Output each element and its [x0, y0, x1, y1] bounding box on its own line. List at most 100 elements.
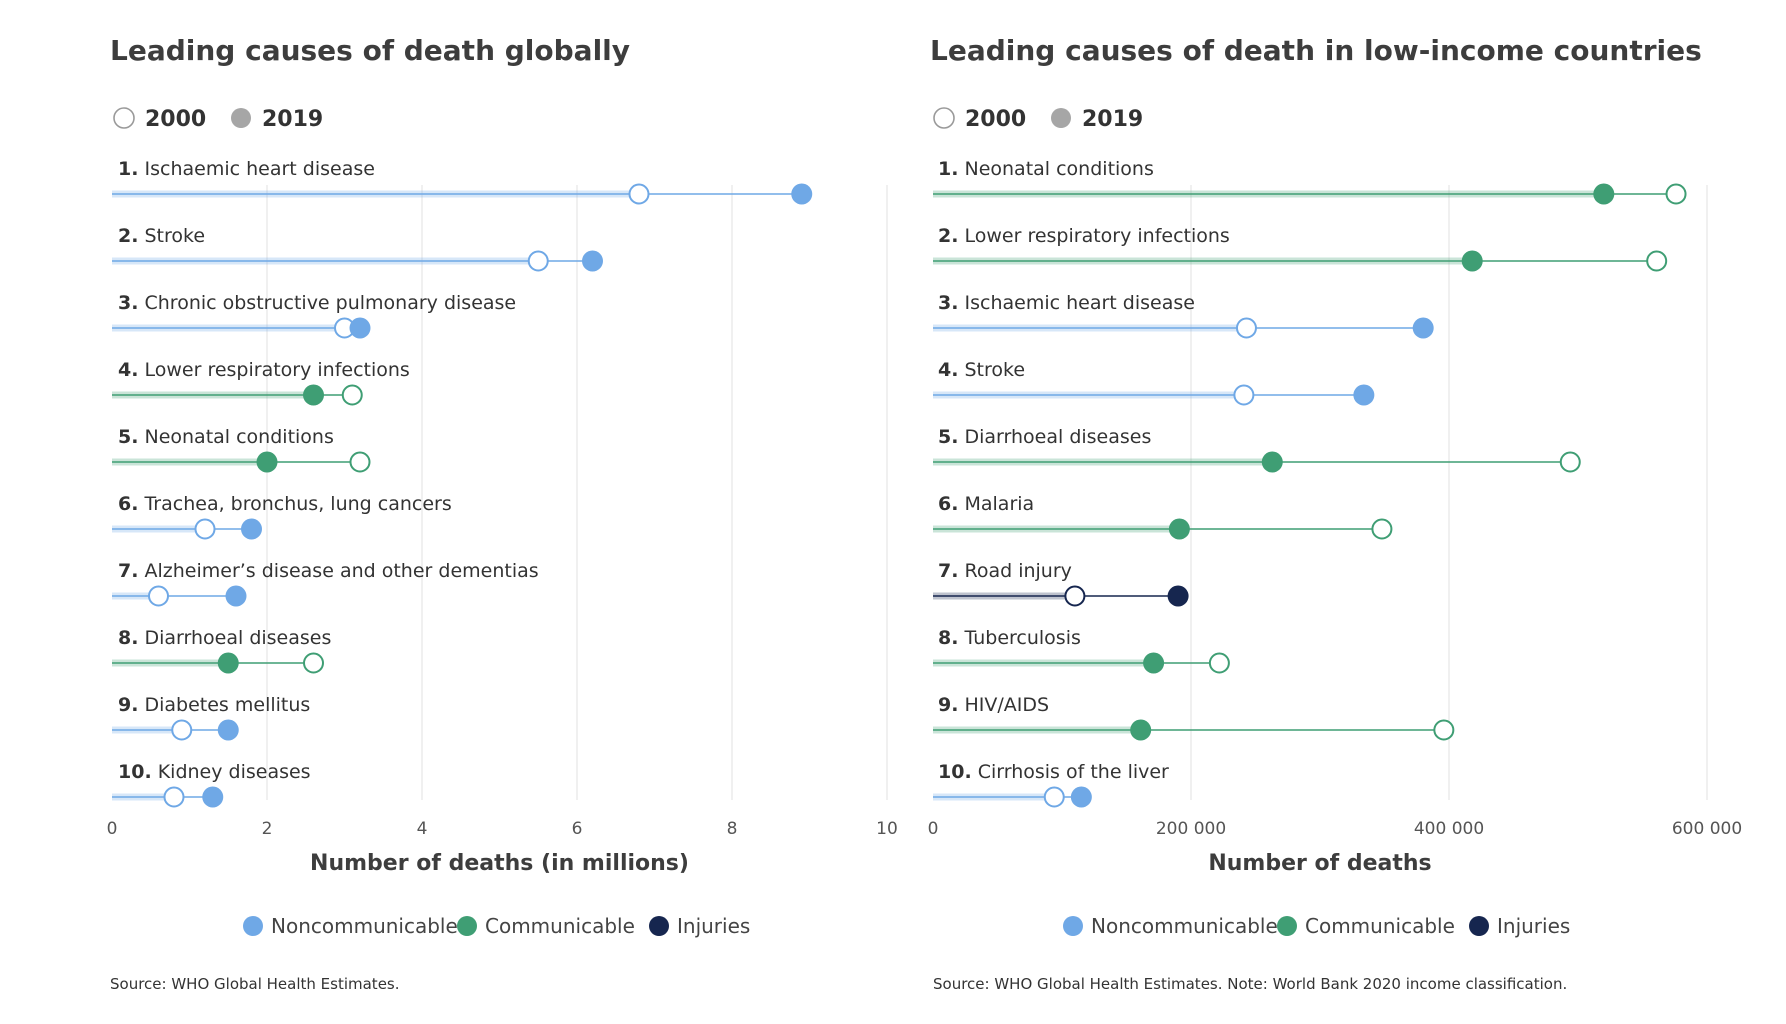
point-2019[interactable]: [1461, 250, 1483, 272]
x-axis-title: Number of deaths: [1208, 851, 1431, 876]
category-rank: 7.: [938, 560, 958, 582]
row-2: 2. Lower respiratory infections: [933, 225, 1668, 272]
point-2000[interactable]: [163, 786, 185, 808]
point-2000[interactable]: [194, 518, 216, 540]
category-rank: 3.: [118, 292, 138, 314]
point-2000[interactable]: [1235, 317, 1257, 339]
x-tick-label: 200 000: [1156, 819, 1226, 839]
point-2000[interactable]: [148, 585, 169, 607]
point-2019[interactable]: [1070, 786, 1092, 808]
point-2000[interactable]: [1559, 451, 1581, 473]
category-rank: 10.: [118, 761, 152, 783]
category-name: Diabetes mellitus: [138, 694, 310, 716]
category-label: 1. Ischaemic heart disease: [118, 158, 375, 180]
point-2000[interactable]: [1665, 183, 1687, 205]
point-2019[interactable]: [1130, 719, 1152, 741]
noncommunicable-legend-marker: [1063, 916, 1083, 936]
row-4: 4. Lower respiratory infections: [112, 359, 410, 406]
category-name: Ischaemic heart disease: [138, 158, 374, 180]
category-rank: 6.: [118, 493, 138, 515]
legend-2019-marker: [231, 108, 251, 128]
category-rank: 8.: [118, 627, 138, 649]
noncommunicable-legend-label: Noncommunicable: [1091, 914, 1278, 938]
category-rank: 9.: [938, 694, 958, 716]
legend-2000-marker: [113, 107, 135, 129]
row-5: 5. Neonatal conditions: [112, 426, 371, 473]
point-2000[interactable]: [349, 451, 371, 473]
chart-title: Leading causes of death in low-income co…: [930, 34, 1702, 67]
point-2019[interactable]: [241, 518, 262, 540]
category-rank: 1.: [118, 158, 138, 180]
category-label: 2. Stroke: [118, 225, 205, 247]
category-rank: 10.: [938, 761, 972, 783]
x-tick-label: 10: [876, 819, 898, 839]
injuries-legend-marker: [1469, 916, 1489, 936]
row-3: 3. Chronic obstructive pulmonary disease: [112, 292, 516, 339]
point-2019[interactable]: [202, 786, 224, 808]
point-2000[interactable]: [527, 250, 549, 272]
point-2000[interactable]: [1208, 652, 1230, 674]
legend-2019-label: 2019: [1082, 107, 1143, 132]
point-2019[interactable]: [256, 451, 278, 473]
point-2019[interactable]: [791, 183, 813, 205]
point-2000[interactable]: [1043, 786, 1065, 808]
point-2000[interactable]: [1233, 384, 1255, 406]
category-name: Alzheimer’s disease and other dementias: [138, 560, 538, 582]
category-label: 9. HIV/AIDS: [938, 694, 1049, 716]
point-2019[interactable]: [217, 652, 239, 674]
category-name: Lower respiratory infections: [958, 225, 1229, 247]
point-2000[interactable]: [1064, 585, 1086, 607]
point-2000[interactable]: [1433, 719, 1455, 741]
point-2019[interactable]: [217, 719, 239, 741]
point-2000[interactable]: [628, 183, 650, 205]
category-label: 4. Stroke: [938, 359, 1025, 381]
year-legend: 2000 2019: [933, 107, 1143, 132]
point-2019[interactable]: [1261, 451, 1283, 473]
category-label: 7. Alzheimer’s disease and other dementi…: [118, 560, 539, 582]
category-rank: 2.: [938, 225, 958, 247]
category-name: Trachea, bronchus, lung cancers: [138, 493, 451, 515]
row-4: 4. Stroke: [933, 359, 1375, 406]
communicable-legend-label: Communicable: [485, 914, 635, 938]
injuries-legend-label: Injuries: [1497, 914, 1570, 938]
x-tick-label: 0: [107, 819, 118, 839]
x-axis-title: Number of deaths (in millions): [310, 851, 689, 876]
category-name: Kidney diseases: [152, 761, 311, 783]
category-rank: 7.: [118, 560, 138, 582]
point-2000[interactable]: [1646, 250, 1668, 272]
category-rank: 5.: [938, 426, 958, 448]
point-2019[interactable]: [1412, 317, 1434, 339]
category-label: 2. Lower respiratory infections: [938, 225, 1230, 247]
noncommunicable-legend-label: Noncommunicable: [271, 914, 458, 938]
point-2000[interactable]: [303, 652, 324, 674]
point-2000[interactable]: [171, 719, 193, 741]
row-7: 7. Road injury: [933, 560, 1189, 607]
point-2019[interactable]: [349, 317, 371, 339]
row-2: 2. Stroke: [112, 225, 603, 272]
category-label: 8. Diarrhoeal diseases: [118, 627, 331, 649]
point-2019[interactable]: [582, 250, 603, 272]
point-2000[interactable]: [1371, 518, 1393, 540]
point-2019[interactable]: [1168, 518, 1190, 540]
category-label: 5. Neonatal conditions: [118, 426, 334, 448]
point-2019[interactable]: [303, 384, 324, 406]
category-label: 4. Lower respiratory infections: [118, 359, 410, 381]
point-2019[interactable]: [1593, 183, 1615, 205]
type-legend: Noncommunicable Communicable Injuries: [243, 914, 750, 938]
legend-2019-label: 2019: [262, 107, 323, 132]
noncommunicable-legend-marker: [243, 916, 263, 936]
point-2019[interactable]: [1353, 384, 1375, 406]
category-name: HIV/AIDS: [958, 694, 1049, 716]
chart-panel-2: Leading causes of death in low-income co…: [928, 34, 1743, 993]
point-2019[interactable]: [225, 585, 247, 607]
point-2019[interactable]: [1167, 585, 1189, 607]
x-tick-label: 8: [727, 819, 738, 839]
category-name: Diarrhoeal diseases: [958, 426, 1151, 448]
category-name: Stroke: [138, 225, 205, 247]
category-label: 1. Neonatal conditions: [938, 158, 1154, 180]
point-2019[interactable]: [1143, 652, 1165, 674]
row-10: 10. Cirrhosis of the liver: [933, 761, 1169, 808]
row-9: 9. HIV/AIDS: [933, 694, 1455, 741]
legend-2000-marker: [933, 107, 955, 129]
point-2000[interactable]: [341, 384, 363, 406]
